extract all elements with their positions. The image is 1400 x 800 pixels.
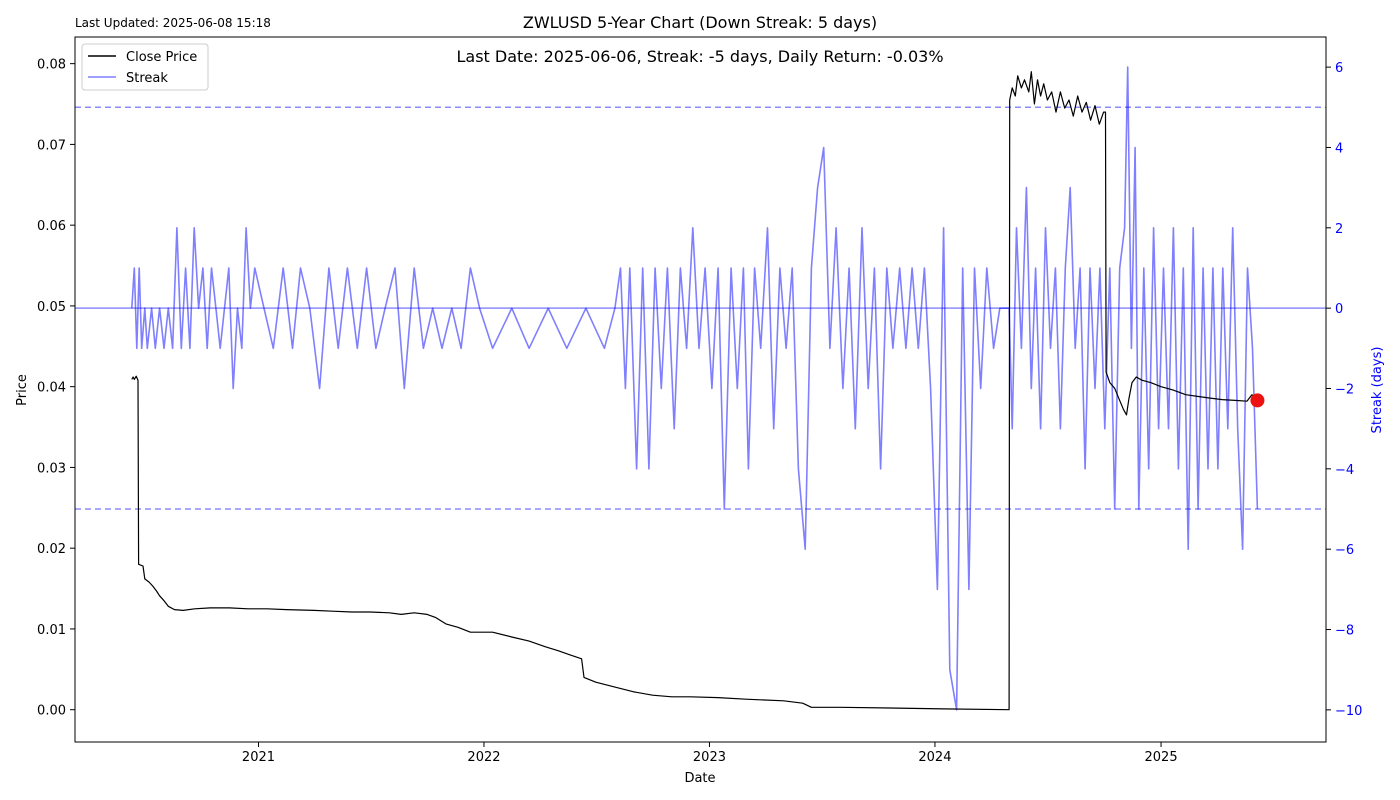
y-tick-label: 0.05 xyxy=(37,300,66,315)
chart-annotation: Last Date: 2025-06-06, Streak: -5 days, … xyxy=(456,47,943,66)
y-tick-label: 0.03 xyxy=(37,461,66,476)
y-axis-ticks: 0.00 0.01 0.02 0.03 0.04 0.05 0.06 0.07 0.08 xyxy=(37,58,75,719)
x-tick-label: 2023 xyxy=(693,750,726,765)
x-tick-label: 2024 xyxy=(918,750,951,765)
legend: Close Price Streak xyxy=(81,43,209,91)
y-right-axis-label: Streak (days) xyxy=(1370,347,1385,434)
x-axis-label: Date xyxy=(684,771,715,786)
last-point-marker xyxy=(1250,393,1265,408)
y-axis-label: Price xyxy=(15,374,30,406)
x-tick-label: 2025 xyxy=(1145,750,1178,765)
y-tick-label: 0.00 xyxy=(37,704,66,719)
y-tick-label: 0.08 xyxy=(37,58,66,73)
y-tick-label: 0.01 xyxy=(37,623,66,638)
x-tick-label: 2021 xyxy=(242,750,275,765)
y-right-tick-label: −2 xyxy=(1335,382,1354,397)
series-line-close-price xyxy=(131,71,1258,711)
x-axis-ticks: 2021 2022 2023 2024 2025 xyxy=(242,742,1178,765)
y-right-tick-label: −6 xyxy=(1335,543,1354,558)
plot-frame xyxy=(74,36,1327,743)
y-right-axis-ticks: −10 −8 −6 −4 −2 0 2 4 6 xyxy=(1326,61,1362,719)
y-tick-label: 0.02 xyxy=(37,542,66,557)
legend-label-close-price: Close Price xyxy=(126,50,197,65)
last-updated-text: Last Updated: 2025-06-08 15:18 xyxy=(75,16,271,30)
y-right-tick-label: −4 xyxy=(1335,463,1354,478)
y-tick-label: 0.04 xyxy=(37,381,66,396)
chart-title: ZWLUSD 5-Year Chart (Down Streak: 5 days… xyxy=(523,13,877,32)
y-right-tick-label: 4 xyxy=(1335,141,1343,156)
legend-label-streak: Streak xyxy=(126,71,168,86)
y-right-tick-label: 2 xyxy=(1335,222,1343,237)
y-right-tick-label: −8 xyxy=(1335,624,1354,639)
y-right-tick-label: 6 xyxy=(1335,61,1343,76)
y-tick-label: 0.07 xyxy=(37,138,66,153)
series-line-streak xyxy=(131,66,1259,711)
y-right-tick-label: 0 xyxy=(1335,302,1343,317)
x-tick-label: 2022 xyxy=(467,750,500,765)
y-right-tick-label: −10 xyxy=(1335,704,1362,719)
y-tick-label: 0.06 xyxy=(37,219,66,234)
reference-lines xyxy=(75,106,1326,510)
series-layer xyxy=(131,66,1265,711)
